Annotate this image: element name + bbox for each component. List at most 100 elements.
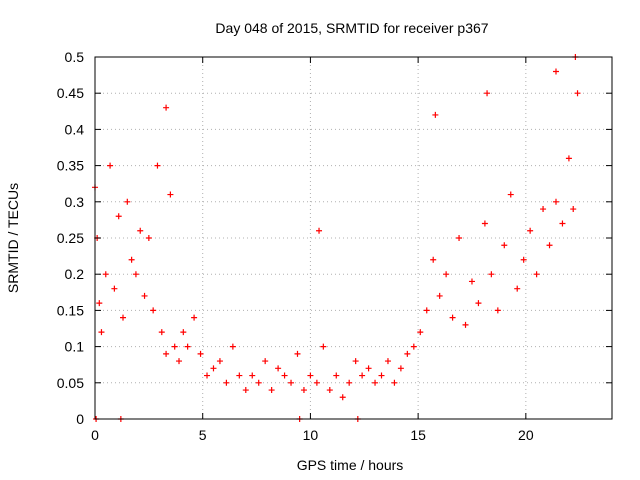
data-point [397,365,404,372]
y-tick-label: 0.45 [57,85,84,101]
data-point [124,198,131,205]
x-tick-label: 15 [410,427,426,443]
data-point [481,220,488,227]
data-point [316,227,323,234]
data-point [163,350,170,357]
grid-layer [95,57,612,419]
x-axis-title: GPS time / hours [297,457,404,473]
data-point [378,372,385,379]
data-point [150,307,157,314]
y-tick-label: 0.35 [57,158,84,174]
data-point [540,206,547,213]
data-point [120,314,127,321]
data-point [98,329,105,336]
data-point [507,191,514,198]
data-point [462,321,469,328]
data-point [527,227,534,234]
y-tick-label: 0.4 [65,121,85,137]
data-point [404,350,411,357]
y-axis-title: SRMTID / TECUs [5,183,21,293]
y-tick-label: 0.5 [65,49,85,65]
data-point [171,343,178,350]
data-point [432,111,439,118]
data-point [102,271,109,278]
data-point [275,365,282,372]
data-point [574,90,581,97]
data-point [533,271,540,278]
data-point [141,292,148,299]
data-point [456,235,463,241]
data-point [546,242,553,249]
data-point [372,379,379,386]
y-tick-label: 0.1 [65,339,85,355]
data-point [320,343,327,350]
y-tick-label: 0.05 [57,375,84,391]
data-point [449,314,456,321]
data-point [197,350,204,357]
data-point [520,256,527,263]
data-point [96,300,103,307]
data-point [484,90,491,97]
data-point [294,350,301,357]
data-point [229,343,236,350]
data-point [132,271,139,278]
data-point [216,358,223,365]
data-point [115,213,122,220]
data-point [145,235,152,241]
y-tick-label: 0.2 [65,266,85,282]
data-point [346,379,353,386]
data-point [326,387,333,394]
data-point [128,256,135,263]
data-point [384,358,391,365]
data-point [191,314,198,321]
data-point [307,372,314,379]
data-point [494,307,501,314]
data-point [501,242,508,249]
data-point [249,372,256,379]
y-tick-label: 0.3 [65,194,85,210]
data-point [436,292,443,299]
data-point [288,379,295,386]
data-point [111,285,118,292]
plot-frame [94,56,613,420]
data-point [281,372,288,379]
data-point [552,68,559,75]
y-tick-label: 0 [76,411,84,427]
points-layer [92,54,581,422]
data-point [488,271,495,278]
data-point [565,155,572,162]
data-point [313,379,320,386]
data-point [410,343,417,350]
data-point [255,379,262,386]
data-point [223,379,230,386]
x-tick-label: 5 [199,427,207,443]
data-point [236,372,243,379]
y-tick-label: 0.15 [57,302,84,318]
data-point [430,256,437,263]
data-point [443,271,450,278]
data-point [184,343,191,350]
data-point [359,372,366,379]
x-tick-label: 0 [91,427,99,443]
data-point [180,329,187,336]
data-point [137,227,144,234]
data-point [158,329,165,336]
data-point [167,191,174,198]
data-point [204,372,211,379]
data-point [210,365,217,372]
data-point [365,365,372,372]
data-point [176,358,183,365]
data-point [475,300,482,307]
data-point [552,198,559,205]
data-point [468,278,475,285]
data-point [300,387,307,394]
data-point [423,307,430,314]
x-tick-label: 20 [518,427,534,443]
data-point [570,206,577,213]
data-point [107,162,114,169]
data-point [163,104,170,111]
data-point [391,379,398,386]
chart-title: Day 048 of 2015, SRMTID for receiver p36… [215,20,488,36]
